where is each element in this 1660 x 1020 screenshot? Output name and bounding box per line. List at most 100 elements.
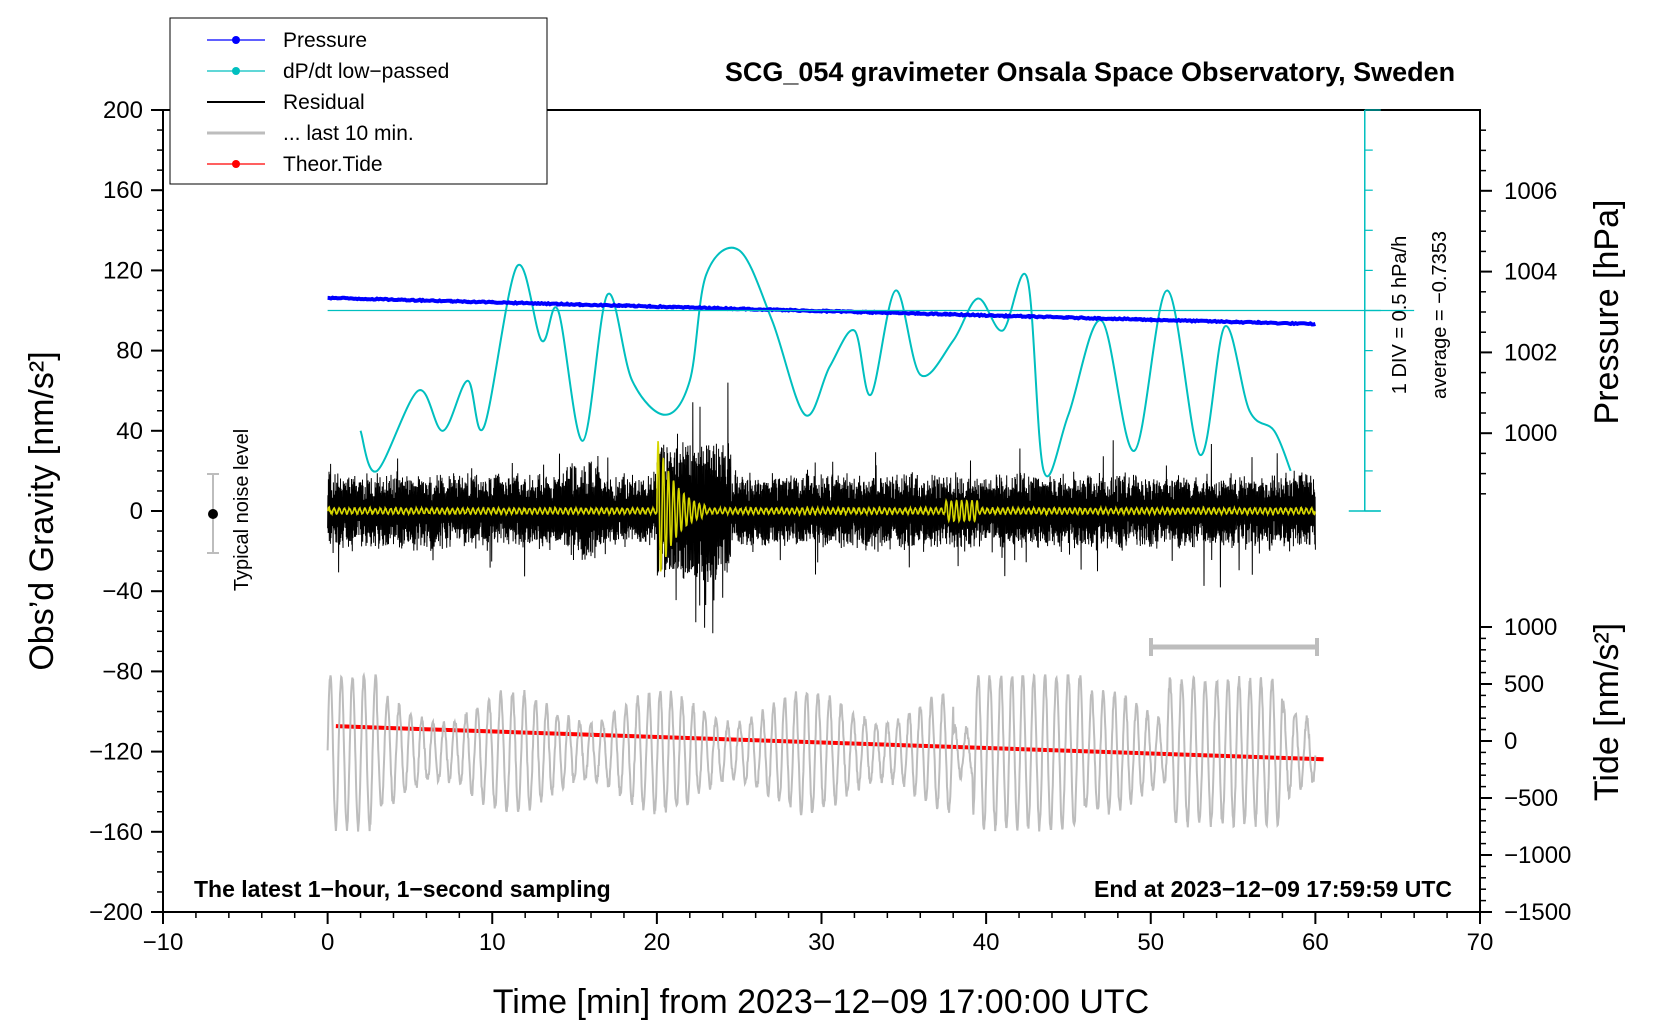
legend-marker-0 — [232, 36, 240, 44]
pressure-point — [505, 301, 509, 305]
pressure-point — [1234, 320, 1238, 324]
tide-tick-label-4: 500 — [1504, 671, 1544, 698]
pressure-point — [632, 305, 637, 309]
x-tick-label-8: 70 — [1467, 929, 1494, 956]
pressure-point — [992, 314, 996, 318]
pressure-point — [738, 306, 742, 310]
pressure-point — [1228, 320, 1232, 325]
pressure-point — [1049, 315, 1053, 319]
y-axis-left: −200 −160 −120 −80 −40 0 40 80 120 160 200 — [89, 97, 163, 926]
y-tick-label-8: 120 — [103, 257, 143, 284]
tide-tick-label-2: −500 — [1504, 785, 1558, 812]
pressure-point — [888, 310, 892, 314]
x-tick-label-4: 30 — [808, 929, 835, 956]
pressure-point — [490, 301, 494, 305]
legend-label-1: dP/dt low−passed — [283, 60, 449, 83]
pressure-point — [1046, 315, 1050, 319]
noise-dot — [208, 509, 218, 519]
pressure-point — [603, 303, 607, 307]
pressure-point — [892, 310, 896, 315]
noise-label: Typical noise level — [231, 429, 253, 591]
pressure-point — [1105, 317, 1109, 321]
pressure-point — [389, 297, 394, 301]
y-tick-label-6: 40 — [116, 418, 143, 445]
pressure-point — [578, 304, 582, 308]
pressure-point — [1241, 321, 1245, 325]
x-tick-label-5: 40 — [973, 929, 1000, 956]
noise-level-indicator: Typical noise level — [207, 429, 253, 591]
legend-label-4: Theor.Tide — [283, 153, 383, 176]
pressure-point — [1257, 320, 1262, 324]
residual-series — [327, 382, 1316, 634]
x-tick-label-0: −10 — [143, 929, 184, 956]
dpdt-line — [359, 246, 1292, 478]
pressure-point — [536, 301, 540, 305]
pressure-point — [1016, 314, 1020, 318]
legend-label-0: Pressure — [283, 29, 367, 52]
pressure-point — [944, 313, 949, 317]
tide-tick-label-0: −1500 — [1504, 899, 1571, 926]
pressure-point — [916, 312, 920, 316]
pressure-point — [707, 305, 711, 309]
pressure-point — [988, 313, 992, 317]
legend-marker-1 — [232, 67, 240, 75]
pressure-point — [1110, 316, 1114, 320]
pressure-tick-label-3: 1006 — [1504, 178, 1557, 205]
filtered-residual-series — [326, 440, 1317, 572]
pressure-point — [609, 304, 613, 308]
pressure-point — [1270, 321, 1274, 325]
y-tick-label-1: −160 — [89, 819, 143, 846]
pressure-point — [1069, 315, 1073, 319]
pressure-point — [1066, 316, 1070, 320]
last-10-min-series — [326, 671, 1317, 832]
legend: Pressure dP/dt low−passed Residual ... last… — [169, 17, 548, 185]
pressure-point — [825, 310, 829, 314]
y-tick-label-5: 0 — [130, 498, 143, 525]
y-tick-label-3: −80 — [102, 658, 143, 685]
pressure-point — [461, 300, 465, 304]
y-tick-label-2: −120 — [89, 739, 143, 766]
pressure-point — [421, 297, 425, 301]
tide-tick-label-3: 0 — [1504, 728, 1517, 755]
y-tick-label-7: 80 — [116, 338, 143, 365]
pressure-point — [449, 300, 453, 304]
x-axis-title: Time [min] from 2023−12−09 17:00:00 UTC — [493, 983, 1149, 1020]
pressure-point — [650, 305, 654, 309]
pressure-point — [349, 296, 353, 300]
pressure-point — [1149, 319, 1153, 323]
x-tick-label-6: 50 — [1137, 929, 1164, 956]
x-tick-label-2: 10 — [479, 929, 506, 956]
dpdt-series — [359, 246, 1292, 478]
tide-tick-label-5: 1000 — [1504, 614, 1557, 641]
pressure-point — [376, 297, 380, 301]
scale-bar — [1149, 638, 1319, 656]
pressure-point — [1004, 315, 1008, 319]
pressure-point — [612, 302, 616, 306]
pressure-point — [556, 303, 560, 307]
dpdt-scale — [327, 109, 1415, 512]
pressure-point — [512, 302, 516, 306]
last10-line — [326, 671, 1317, 832]
pressure-point — [565, 301, 569, 305]
pressure-point — [655, 305, 660, 309]
pressure-tick-label-2: 1004 — [1504, 259, 1557, 286]
pressure-point — [1249, 320, 1253, 324]
x-tick-label-7: 60 — [1302, 929, 1329, 956]
pressure-point — [671, 306, 675, 310]
y-tick-label-0: −200 — [89, 899, 143, 926]
theor-tide-series — [335, 724, 1324, 762]
tide-axis: −1500 −1000 −500 0 500 1000 — [1480, 614, 1571, 926]
bottom-left-note: The latest 1−hour, 1−second sampling — [194, 876, 611, 902]
filtered-residual-line — [326, 440, 1317, 572]
pressure-tick-label-1: 1002 — [1504, 339, 1557, 366]
bottom-right-note: End at 2023−12−09 17:59:59 UTC — [1094, 876, 1452, 902]
tide-tick-label-1: −1000 — [1504, 842, 1571, 869]
pressure-point — [625, 303, 629, 307]
pressure-point — [894, 311, 898, 315]
x-axis: −10 0 10 20 30 40 50 60 70 — [143, 912, 1494, 956]
pressure-point — [1184, 319, 1188, 323]
y-tick-label-10: 200 — [103, 97, 143, 124]
pressure-point — [711, 307, 715, 311]
y-tick-label-4: −40 — [102, 578, 143, 605]
pressure-point — [1088, 317, 1092, 321]
